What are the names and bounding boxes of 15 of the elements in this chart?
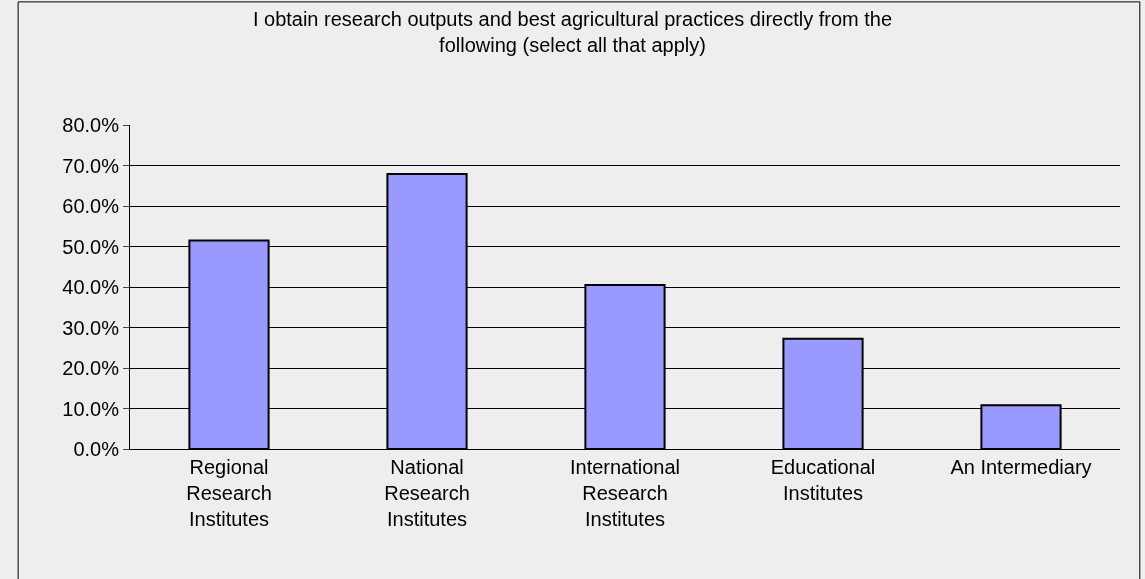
y-tick-label: 40.0% xyxy=(62,276,120,298)
y-tick-label: 70.0% xyxy=(62,154,120,177)
y-tick-label: 0.0% xyxy=(73,438,120,460)
y-tick-label: 20.0% xyxy=(62,357,120,379)
x-tick-label: Educational Institutes xyxy=(770,456,876,504)
y-tick-label: 10.0% xyxy=(62,397,120,420)
x-tick-label: An Intermediary xyxy=(950,456,1092,478)
chart-title: I obtain research outputs and best agricultural practices directly from the following (select all that apply) xyxy=(252,8,893,57)
x-tick-label: International Research Institutes xyxy=(569,456,681,530)
y-tick-label: 30.0% xyxy=(62,316,120,339)
y-tick-label: 60.0% xyxy=(62,195,120,217)
x-tick-label: National Research Institutes xyxy=(384,456,470,530)
x-tick-label: Regional Research Institutes xyxy=(186,456,272,530)
y-tick-label: 80.0% xyxy=(62,114,120,136)
y-tick-label: 50.0% xyxy=(62,235,120,258)
